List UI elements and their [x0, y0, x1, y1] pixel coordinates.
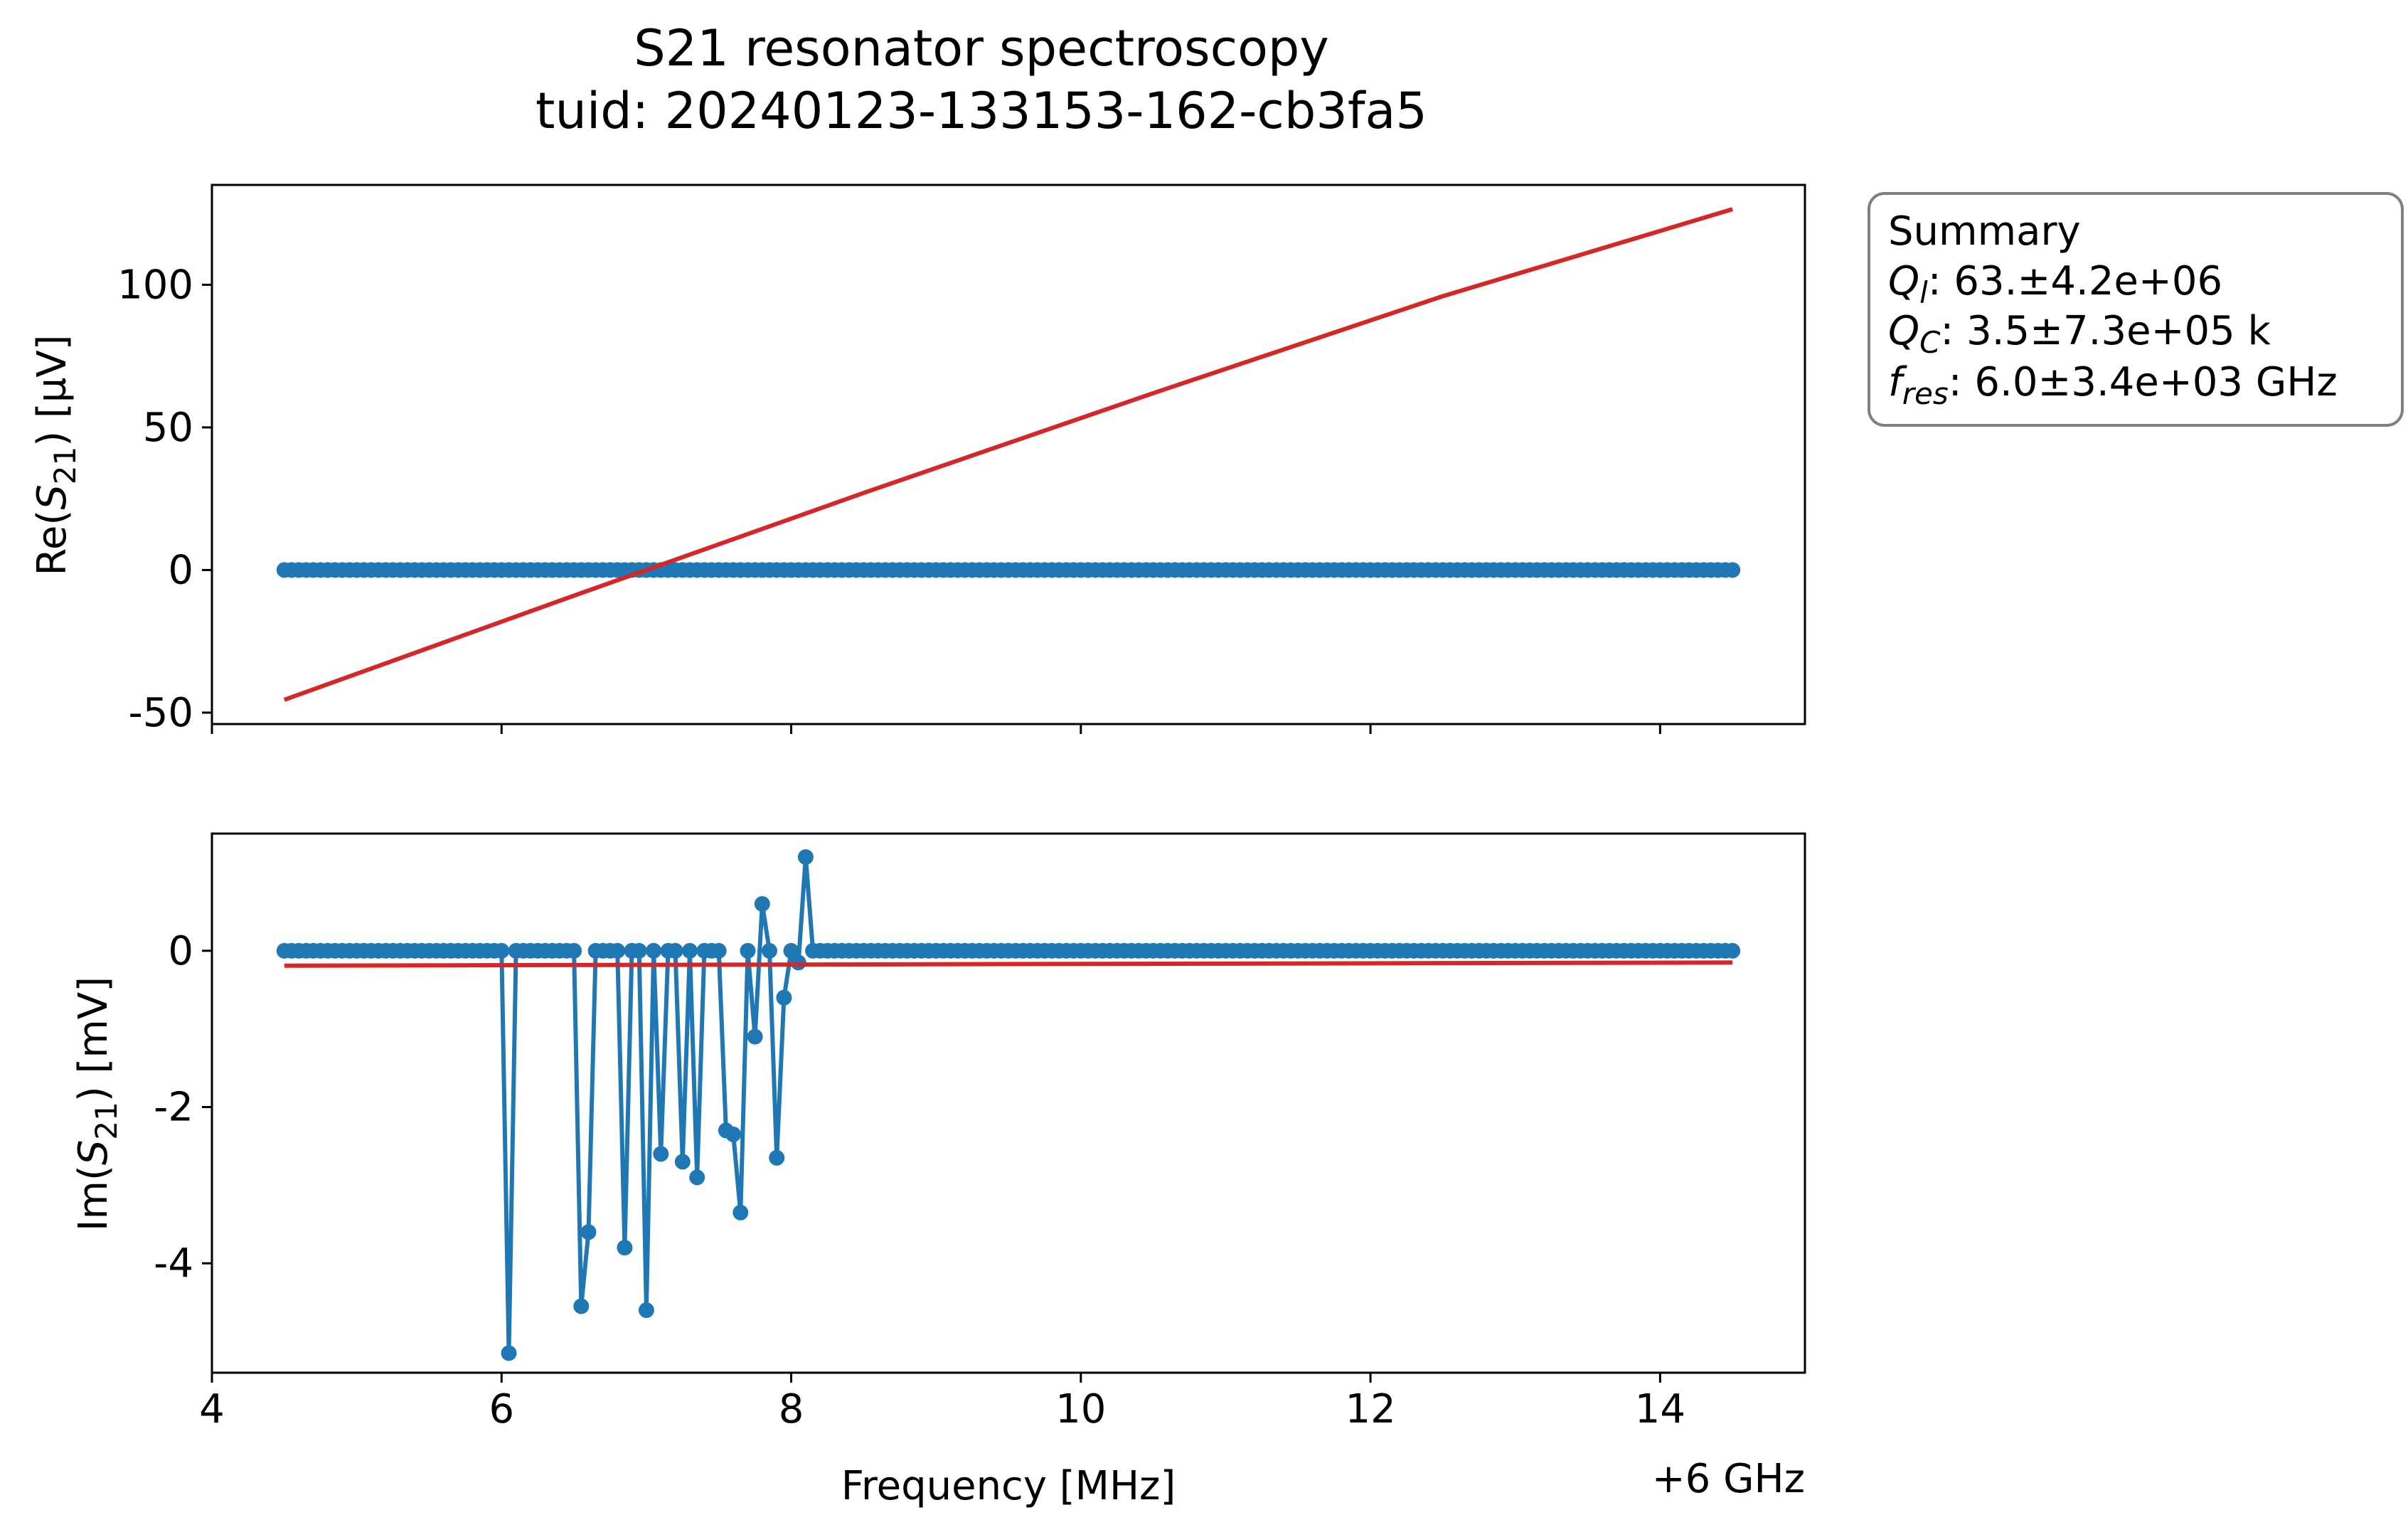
bottom-panel: -4 -2 0 4 6 8 10 12 14 Im(S21) [mV] Frequency [M… [70, 832, 1806, 1509]
top-y-tick-label: 0 [168, 547, 193, 593]
bottom-plot-area [276, 849, 1741, 1361]
bottom-data-point [646, 942, 662, 959]
summary-box-frame [1868, 192, 2404, 427]
top-y-axis-label-subscript: 21 [48, 447, 82, 484]
x-axis-label: Frequency [MHz] [841, 1463, 1176, 1509]
top-y-tick-label: 100 [117, 262, 193, 308]
summary-qc-value: : 3.5±7.3e+05 k [1940, 308, 2271, 354]
summary-fres-value: : 6.0±3.4e+03 GHz [1949, 359, 2338, 405]
bottom-data-point [689, 1169, 705, 1186]
bottom-data-point [667, 942, 683, 959]
summary-ql-value: : 63.±4.2e+06 [1928, 258, 2222, 304]
bottom-y-tick-label: 0 [168, 928, 193, 974]
top-y-axis-label-prefix: Re( [29, 510, 75, 576]
summary-fres-subscript: res [1902, 376, 1949, 411]
summary-ql-subscript: l [1919, 275, 1928, 310]
bottom-data-point [1725, 942, 1741, 959]
bottom-x-tick-label: 4 [199, 1386, 225, 1432]
chart-title: S21 resonator spectroscopy [634, 19, 1329, 78]
bottom-y-axis-label: Im(S21) [mV] [70, 977, 124, 1231]
bottom-y-axis-label-symbol: S [70, 1140, 117, 1166]
bottom-data-point [494, 942, 510, 959]
bottom-data-point [732, 1204, 749, 1220]
bottom-data-point [797, 849, 814, 865]
summary-ql-symbol: Q [1888, 258, 1919, 304]
top-y-tick-label: -50 [129, 690, 193, 736]
summary-qc-symbol: Q [1888, 308, 1919, 354]
top-data-point [1725, 562, 1741, 578]
bottom-x-tick-label: 10 [1055, 1386, 1106, 1432]
bottom-axes-frame [211, 832, 1806, 1374]
summary-qc-subscript: C [1919, 325, 1941, 360]
bottom-data-point [754, 895, 770, 912]
bottom-data-point [653, 1146, 669, 1162]
bottom-data-point [580, 1224, 597, 1240]
summary-box: Summary Ql: 63.±4.2e+06 QC: 3.5±7.3e+05 … [1868, 192, 2404, 427]
summary-heading: Summary [1888, 208, 2081, 255]
top-y-axis-label: Re(S21) [µV] [29, 335, 82, 576]
bottom-data-point [609, 942, 626, 959]
bottom-fit-line [284, 960, 1733, 968]
bottom-y-axis-label-prefix: Im( [70, 1165, 117, 1231]
bottom-data-point [710, 942, 727, 959]
bottom-data-point [501, 1345, 517, 1361]
summary-ql: Ql: 63.±4.2e+06 [1888, 258, 2222, 310]
top-axes-frame [211, 184, 1806, 725]
bottom-data-point [725, 1126, 742, 1142]
summary-qc: QC: 3.5±7.3e+05 k [1888, 308, 2271, 360]
bottom-data-point [674, 1154, 691, 1170]
bottom-data-point [573, 1298, 590, 1314]
bottom-x-tick-label: 14 [1635, 1386, 1685, 1432]
top-fit-line [283, 207, 1734, 702]
bottom-data-point [769, 1149, 785, 1166]
x-axis-offset-label: +6 GHz [1652, 1456, 1805, 1502]
top-panel: -50 0 50 100 Re(S21) [µV] [29, 184, 1806, 736]
bottom-y-tick-label: -2 [154, 1084, 193, 1130]
bottom-data-point [776, 989, 792, 1006]
bottom-x-tick-label: 8 [779, 1386, 804, 1432]
chart-subtitle: tuid: 20240123-133153-162-cb3fa5 [536, 82, 1427, 140]
top-y-tick-label: 50 [143, 405, 193, 451]
bottom-data-point [638, 1302, 654, 1319]
bottom-x-tick-label: 12 [1345, 1386, 1395, 1432]
bottom-data-point [566, 942, 582, 959]
bottom-y-axis-label-suffix: ) [mV] [70, 977, 117, 1102]
bottom-data-point [783, 942, 799, 959]
bottom-y-axis-label-subscript: 21 [89, 1102, 124, 1139]
bottom-data-point [762, 942, 777, 959]
bottom-y-tick-label: -4 [154, 1240, 193, 1287]
bottom-data-point [740, 942, 756, 959]
bottom-x-tick-label: 6 [489, 1386, 514, 1432]
summary-fres: fres: 6.0±3.4e+03 GHz [1888, 359, 2338, 411]
top-y-axis-label-suffix: ) [µV] [29, 335, 75, 447]
top-y-axis-label-symbol: S [29, 484, 75, 510]
top-axis-ticks: -50 0 50 100 [117, 262, 1661, 736]
bottom-data-point [617, 1240, 633, 1256]
bottom-data-point [747, 1028, 763, 1045]
top-plot-area [276, 207, 1741, 702]
bottom-axis-ticks: -4 -2 0 4 6 8 10 12 14 [154, 928, 1685, 1432]
bottom-data-point [631, 942, 647, 959]
bottom-data-point [682, 942, 698, 959]
